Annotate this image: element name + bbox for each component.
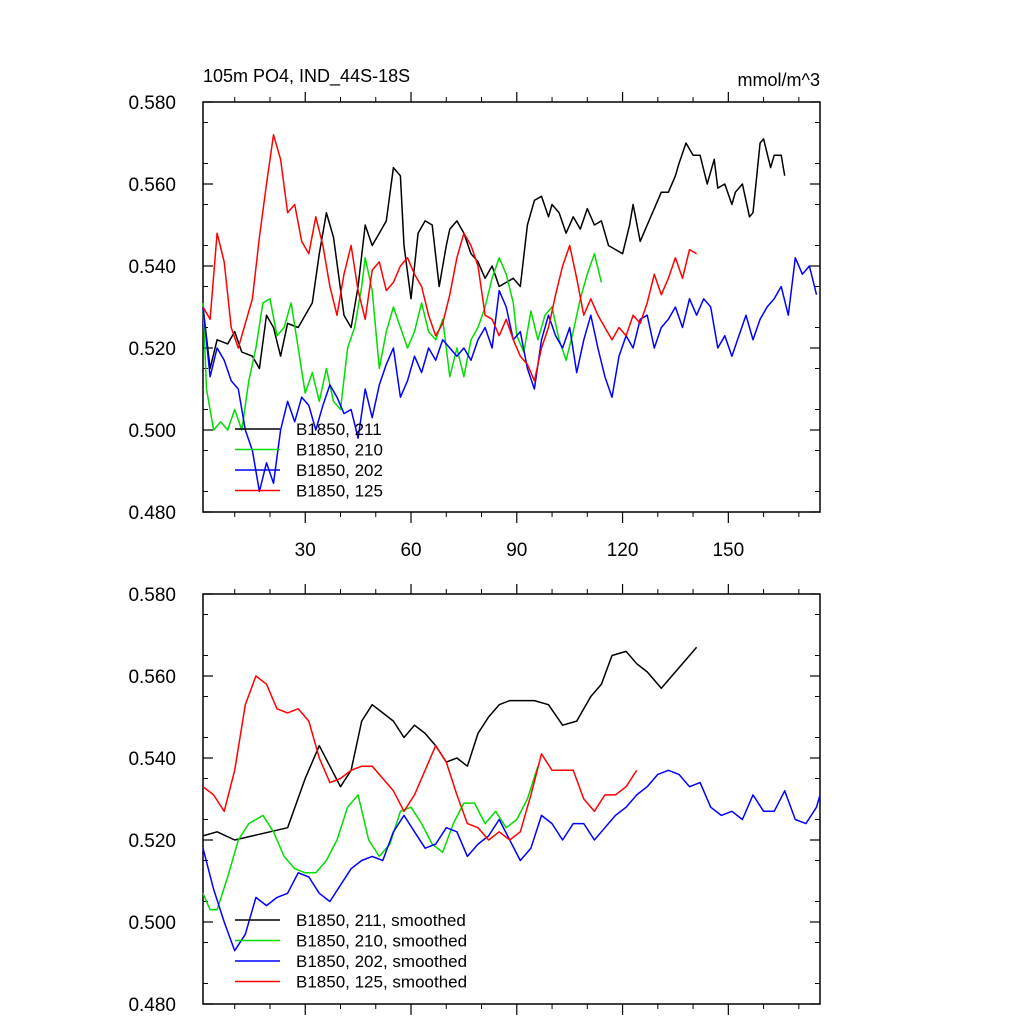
x-tick-label: 150 xyxy=(712,540,744,561)
legend-label: B1850, 210, smoothed xyxy=(296,932,467,951)
series-line-1 xyxy=(202,765,539,911)
series-line-2 xyxy=(202,769,821,952)
legend-label: B1850, 202 xyxy=(296,461,383,480)
series-line-1 xyxy=(202,252,603,431)
y-tick-label: 0.560 xyxy=(128,667,176,688)
y-tick-label: 0.540 xyxy=(128,257,176,278)
bottom-panel-frame xyxy=(202,593,821,1005)
y-tick-label: 0.500 xyxy=(128,913,176,934)
legend-label: B1850, 211 xyxy=(296,420,382,439)
series-line-3 xyxy=(202,134,697,382)
legend-label: B1850, 202, smoothed xyxy=(296,952,467,971)
units-label: mmol/m^3 xyxy=(738,70,820,90)
legend-label: B1850, 125, smoothed xyxy=(296,973,467,992)
x-tick-label: 30 xyxy=(295,540,316,561)
y-tick-label: 0.580 xyxy=(128,93,176,114)
y-tick-label: 0.520 xyxy=(128,339,176,360)
top-panel: 0.480 0.500 0.520 0.540 0.560 0.580 30 60 90 120 1… xyxy=(128,92,821,561)
series-line-0 xyxy=(202,646,698,841)
legend-label: B1850, 211, smoothed xyxy=(296,911,466,930)
y-tick-label: 0.560 xyxy=(128,175,176,196)
y-tick-label: 0.480 xyxy=(128,503,176,524)
x-tick-label: 60 xyxy=(400,540,421,561)
y-tick-label: 0.580 xyxy=(128,585,176,606)
y-tick-label: 0.480 xyxy=(128,995,176,1016)
series-line-3 xyxy=(202,675,638,841)
chart-title: 105m PO4, IND_44S-18S xyxy=(203,66,410,87)
series-line-2 xyxy=(202,257,818,493)
legend-label: B1850, 125 xyxy=(296,482,383,501)
y-tick-label: 0.500 xyxy=(128,421,176,442)
x-tick-label: 90 xyxy=(506,540,527,561)
legend-label: B1850, 210 xyxy=(296,441,383,460)
bottom-panel: 0.480 0.500 0.520 0.540 0.560 0.580 B1850, 211… xyxy=(128,584,821,1016)
y-tick-label: 0.520 xyxy=(128,831,176,852)
series-line-0 xyxy=(202,138,786,370)
y-tick-label: 0.540 xyxy=(128,749,176,770)
x-tick-label: 120 xyxy=(607,540,639,561)
